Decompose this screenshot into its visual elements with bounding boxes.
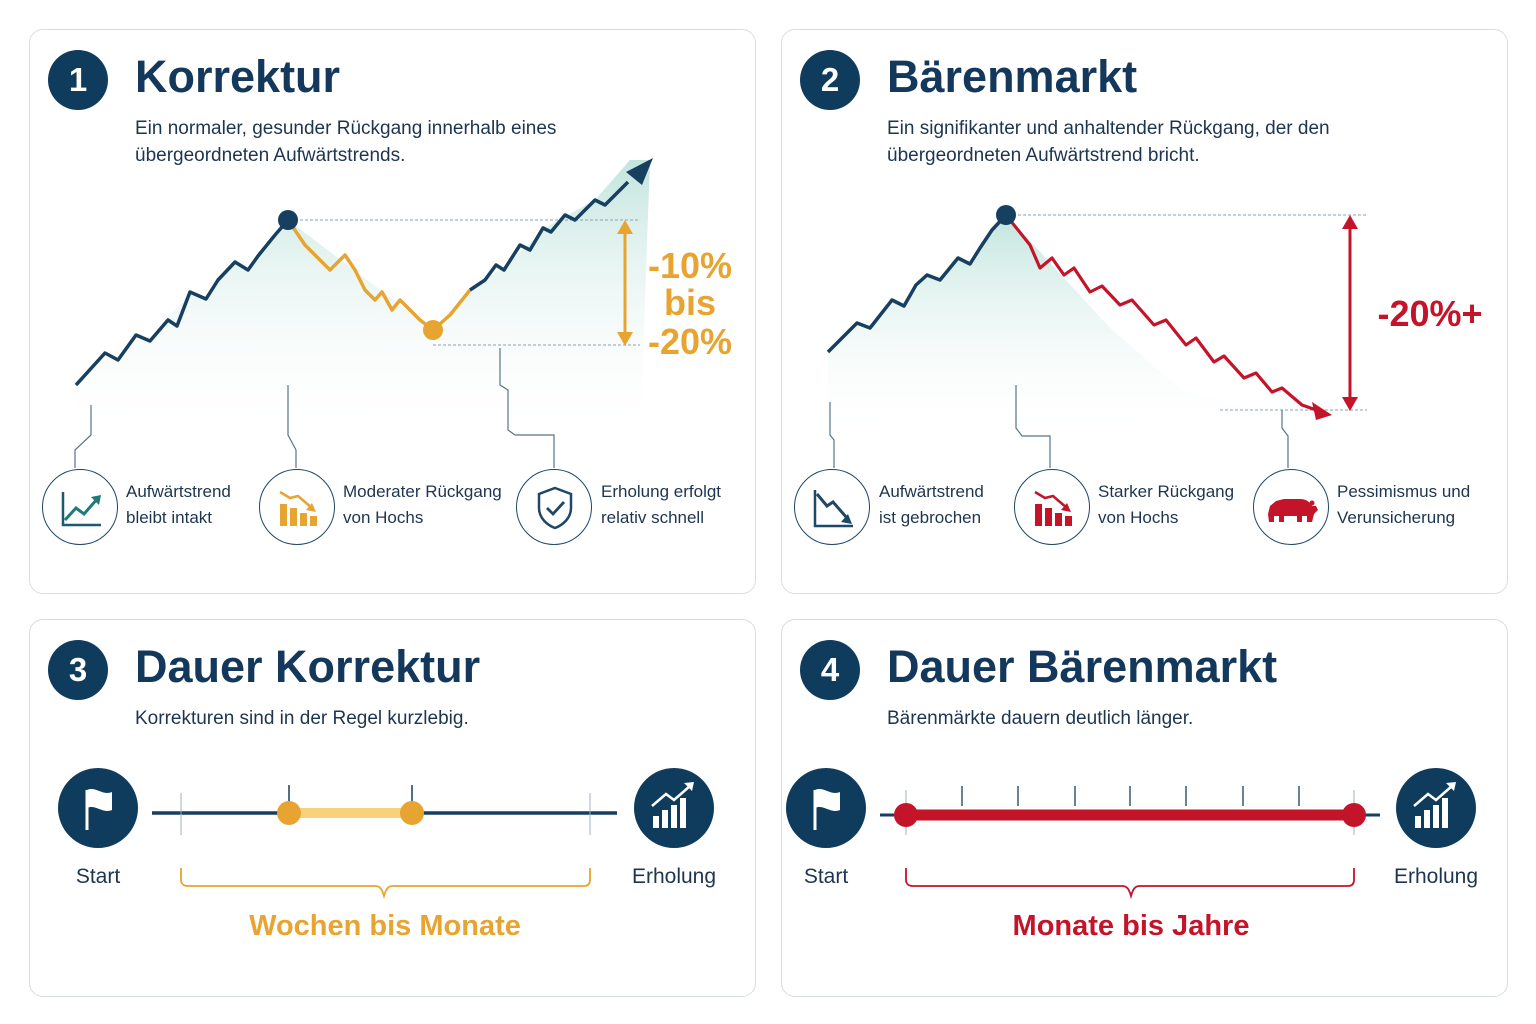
segment-start-point: [277, 801, 301, 825]
panel-description: Ein signifikanter und anhaltender Rückga…: [887, 118, 1330, 166]
shield-check-icon: [516, 469, 592, 545]
panel-title: Dauer Bärenmarkt: [887, 641, 1278, 692]
panel-correction: 1 Korrektur Ein normaler, gesunder Rückg…: [29, 29, 756, 594]
trough-point: [423, 320, 443, 340]
feature-label-2: Moderater Rückgang von Hochs: [343, 482, 502, 527]
range-brace: [905, 868, 1355, 900]
connector-1: [829, 402, 835, 468]
range-brace: [180, 868, 591, 900]
connector-3: [499, 348, 555, 468]
range-arrow-bottom: [1342, 397, 1358, 411]
end-label: Erholung: [1393, 865, 1479, 888]
recovery-line: [469, 180, 630, 292]
recovery-arrowhead: [626, 158, 653, 185]
duration-range-label: Monate bis Jahre: [1012, 910, 1250, 942]
connector-3: [1281, 410, 1289, 468]
decline-line: [1004, 214, 1323, 414]
segment-end-point: [1342, 803, 1366, 827]
step-number-badge: 2: [800, 50, 860, 110]
feature-label-2: Starker Rückgang von Hochs: [1098, 482, 1235, 527]
uptrend-line: [74, 218, 290, 387]
uptrend-line: [826, 213, 1008, 354]
panel-title: Bärenmarkt: [887, 51, 1138, 102]
range-arrow-bottom: [617, 332, 633, 346]
area-fill: [76, 160, 650, 440]
duration-range-label: Wochen bis Monate: [249, 910, 521, 942]
feature-label-1: Aufwärtstrend ist gebrochen: [879, 482, 984, 527]
end-label: Erholung: [631, 865, 717, 888]
panel-description: Ein normaler, gesunder Rückgang innerhal…: [135, 118, 557, 166]
panel-correction-duration: 3 Dauer Korrektur Korrekturen sind in de…: [29, 619, 756, 997]
feature-label-3: Erholung erfolgt relativ schnell: [601, 482, 722, 527]
feature-label-1: Aufwärtstrend bleibt intakt: [126, 482, 231, 527]
bear-market-chart: [826, 205, 1367, 468]
declining-bars-icon: [259, 469, 335, 545]
range-arrow-top: [1342, 215, 1358, 229]
panel-description: Korrekturen sind in der Regel kurzlebig.: [135, 708, 469, 729]
uptrend-chart-icon: [42, 469, 118, 545]
drop-label-mid: bis: [663, 282, 716, 323]
start-label: Start: [75, 865, 121, 888]
segment-start-point: [894, 803, 918, 827]
start-label: Start: [803, 865, 849, 888]
bear-icon: [1253, 469, 1329, 545]
step-number-badge: 1: [48, 50, 108, 110]
peak-point: [996, 205, 1016, 225]
declining-bars-icon: [1014, 469, 1090, 545]
step-number-badge: 4: [800, 640, 860, 700]
drop-label: -20%+: [1377, 293, 1483, 334]
drop-label-top: -10%: [647, 245, 733, 286]
panel-bear-market: 2 Bärenmarkt Ein signifikanter und anhal…: [781, 29, 1508, 594]
decline-arrowhead: [1312, 402, 1332, 420]
connector-1: [74, 405, 92, 468]
peak-point: [278, 210, 298, 230]
panel-title: Dauer Korrektur: [135, 641, 481, 692]
drop-label-bottom: -20%: [647, 321, 733, 362]
connector-2: [1015, 385, 1051, 468]
panel-bear-duration: 4 Dauer Bärenmarkt Bärenmärkte dauern de…: [781, 619, 1508, 997]
panel-title: Korrektur: [135, 51, 341, 102]
range-arrow-top: [617, 220, 633, 234]
step-number-badge: 3: [48, 640, 108, 700]
broken-trend-icon: [794, 469, 870, 545]
correction-timeline: [58, 768, 714, 900]
connector-2: [287, 385, 297, 468]
segment-end-point: [400, 801, 424, 825]
bear-timeline: [786, 768, 1476, 900]
panel-description: Bärenmärkte dauern deutlich länger.: [887, 708, 1194, 729]
area-fill: [828, 215, 1302, 440]
correction-chart: [74, 158, 653, 468]
feature-label-3: Pessimismus und Verunsicherung: [1337, 482, 1471, 527]
